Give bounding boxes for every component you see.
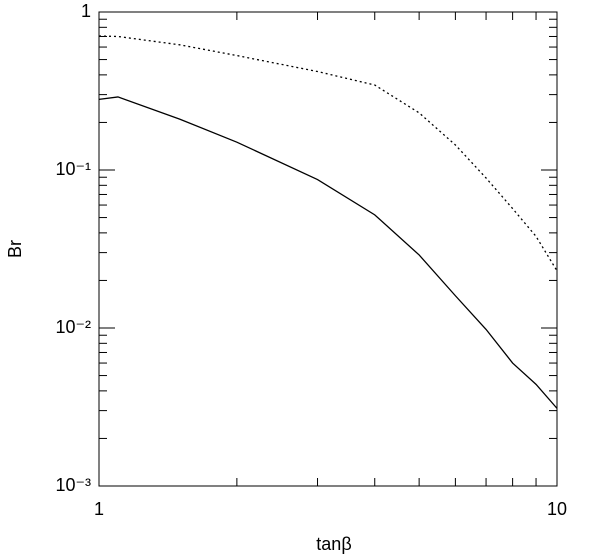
series-line (98, 35, 558, 272)
y-tick-label: 10⁻² (55, 317, 91, 337)
x-axis-label: tanβ (316, 534, 351, 554)
y-axis-label: Br (5, 240, 25, 258)
y-tick-label: 1 (81, 1, 91, 21)
y-tick-label: 10⁻³ (55, 475, 91, 495)
x-tick-label: 1 (94, 499, 104, 519)
plot-frame (98, 11, 558, 487)
series-line (98, 96, 558, 409)
y-tick-label: 10⁻¹ (55, 159, 91, 179)
x-tick-label: 10 (547, 499, 567, 519)
